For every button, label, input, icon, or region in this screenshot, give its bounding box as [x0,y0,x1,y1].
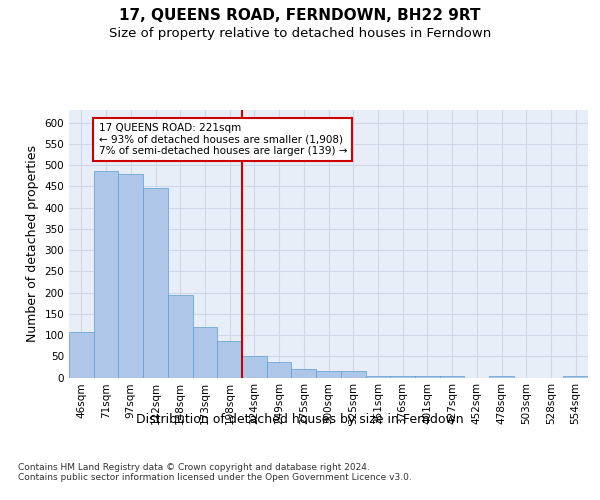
Bar [242,356,267,378]
Bar [118,174,143,378]
Bar [489,376,514,378]
Text: 17 QUEENS ROAD: 221sqm
← 93% of detached houses are smaller (1,908)
7% of semi-d: 17 QUEENS ROAD: 221sqm ← 93% of detached… [98,122,347,156]
Bar [143,188,168,378]
Bar [316,371,341,378]
Bar [341,371,365,378]
Y-axis label: Number of detached properties: Number of detached properties [26,145,39,342]
Bar [94,170,118,378]
Bar [292,369,316,378]
Text: Distribution of detached houses by size in Ferndown: Distribution of detached houses by size … [136,412,464,426]
Text: Size of property relative to detached houses in Ferndown: Size of property relative to detached ho… [109,28,491,40]
Bar [440,376,464,378]
Bar [365,376,390,378]
Text: Contains HM Land Registry data © Crown copyright and database right 2024.
Contai: Contains HM Land Registry data © Crown c… [18,462,412,482]
Bar [217,342,242,378]
Bar [69,332,94,378]
Bar [267,362,292,378]
Bar [390,376,415,378]
Bar [168,294,193,378]
Bar [563,376,588,378]
Bar [193,326,217,378]
Bar [415,376,440,378]
Text: 17, QUEENS ROAD, FERNDOWN, BH22 9RT: 17, QUEENS ROAD, FERNDOWN, BH22 9RT [119,8,481,22]
